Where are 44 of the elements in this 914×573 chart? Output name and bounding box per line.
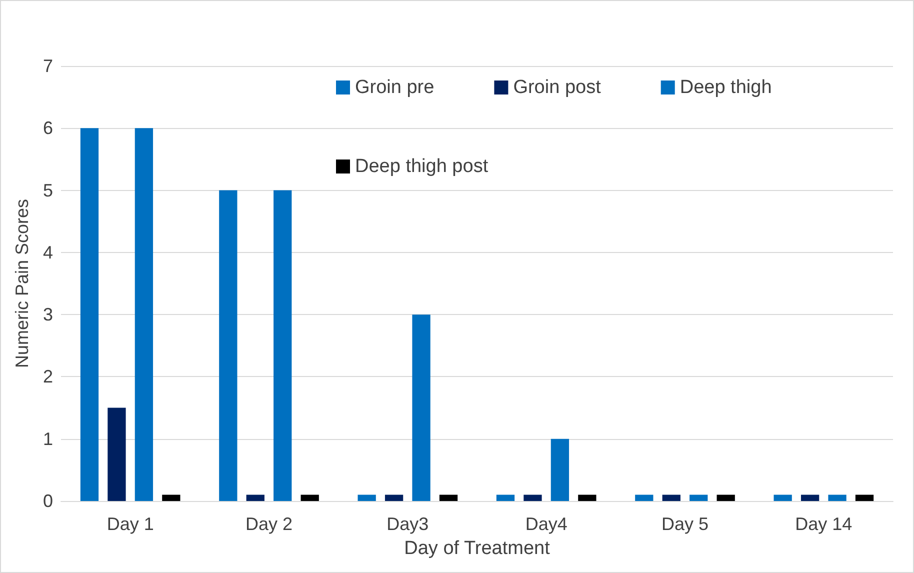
bar [550,438,570,501]
bar [246,494,264,501]
bar [496,494,515,501]
bar [635,494,654,501]
legend-label: Deep thigh [680,77,772,98]
bar [300,494,319,501]
bar [800,494,820,501]
bar [274,190,292,501]
bar [716,494,735,501]
bar [662,494,680,501]
y-tick-label: 1 [42,428,53,449]
y-tick-label: 4 [42,242,53,262]
bar [412,314,430,501]
bar [439,494,458,501]
bar [690,494,708,501]
legend-label: Groin post [513,77,602,98]
legend-label: Groin pre [355,77,434,98]
bar [384,494,404,501]
legend-label: Deep thigh post [355,156,489,177]
bar [578,494,596,501]
bar [855,494,874,501]
bar [80,128,99,501]
y-tick-label: 5 [42,180,53,200]
bar [774,494,792,501]
bar [524,494,542,501]
bar [828,494,846,501]
x-tick-label: Day 1 [106,514,154,534]
x-tick-label: Day 5 [661,514,709,534]
bar [134,128,154,501]
y-tick-label: 7 [42,56,53,76]
y-tick-label: 3 [42,304,53,325]
bar [219,190,238,501]
y-tick-label: 2 [42,366,53,387]
x-tick-label: Day 14 [795,514,852,534]
bar [162,494,180,501]
bar [358,494,376,501]
y-axis-title: Numeric Pain Scores [12,198,32,368]
x-tick-label: Day 2 [245,514,293,534]
bar [108,408,126,501]
x-axis-title: Day of Treatment [404,538,551,559]
x-tick-label: Day4 [525,514,568,534]
x-tick-label: Day3 [386,514,429,534]
y-tick-label: 6 [42,118,53,138]
y-tick-label: 0 [42,491,53,511]
